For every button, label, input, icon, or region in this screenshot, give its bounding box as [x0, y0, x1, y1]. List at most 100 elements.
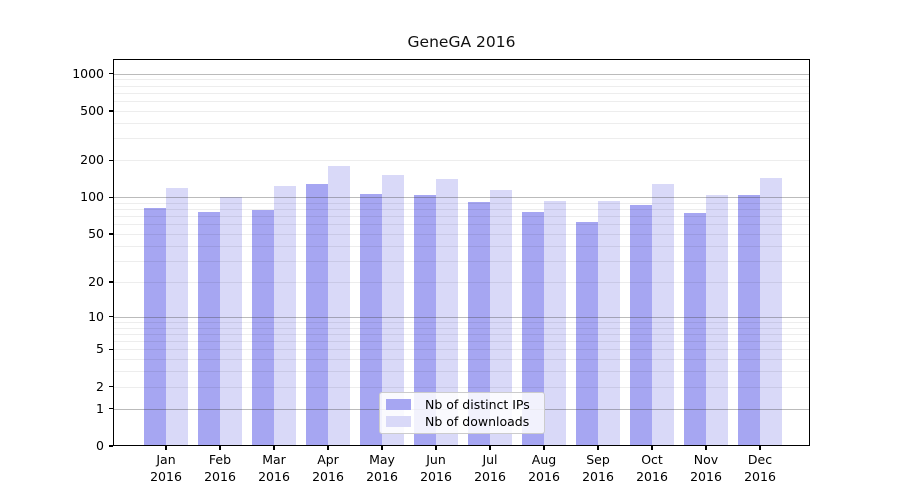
x-tick-label-dec: Dec 2016	[744, 452, 776, 484]
gridline-minor	[113, 110, 810, 112]
gridline-minor	[113, 92, 810, 94]
x-tick-label-mar: Mar 2016	[258, 452, 290, 484]
legend-label-downloads: Nb of downloads	[425, 414, 530, 429]
legend-row: Nb of downloads	[386, 414, 537, 429]
bar-downloads-oct	[652, 184, 674, 446]
bar-downloads-apr	[328, 166, 350, 446]
legend-row: Nb of distinct IPs	[386, 397, 537, 412]
bar-downloads-jan	[166, 188, 188, 446]
gridline-minor	[113, 281, 810, 283]
gridline-minor	[113, 371, 810, 373]
y-tick-label: 200	[80, 152, 104, 168]
y-tick-mark	[109, 316, 113, 318]
x-tick-mark	[489, 446, 491, 450]
y-tick-mark	[109, 72, 113, 75]
x-tick-mark	[273, 446, 275, 450]
x-tick-mark	[759, 446, 761, 450]
bar-downloads-jun	[436, 179, 458, 446]
chart-title: GeneGA 2016	[407, 33, 516, 51]
y-tick-label: 20	[88, 273, 104, 289]
x-tick-mark	[165, 446, 167, 450]
gridline-minor	[113, 349, 810, 351]
gridline-minor	[113, 359, 810, 361]
x-tick-label-jun: Jun 2016	[420, 452, 452, 484]
bar-distinct-ips-feb	[198, 211, 220, 446]
gridline-minor	[113, 101, 810, 103]
legend-label-distinct-ips: Nb of distinct IPs	[425, 397, 530, 412]
x-tick-label-may: May 2016	[366, 452, 398, 484]
y-tick-mark	[109, 233, 113, 235]
y-tick-label: 1000	[72, 65, 104, 81]
bar-distinct-ips-mar	[252, 209, 274, 446]
gridline-minor	[113, 85, 810, 87]
x-tick-mark	[435, 446, 437, 450]
legend: Nb of distinct IPs Nb of downloads	[379, 392, 545, 434]
x-tick-label-apr: Apr 2016	[312, 452, 344, 484]
gridline-minor	[113, 224, 810, 226]
gridline-minor	[113, 333, 810, 335]
gridline-minor	[113, 245, 810, 247]
gridline-major	[113, 73, 810, 75]
gridline-minor	[113, 234, 810, 236]
gridline-minor	[113, 79, 810, 81]
legend-swatch-downloads	[386, 416, 411, 427]
x-tick-mark	[381, 446, 383, 450]
y-tick-label: 50	[88, 226, 104, 242]
bar-distinct-ips-jul	[468, 201, 490, 446]
y-tick-mark	[109, 348, 113, 351]
gridline-minor	[113, 327, 810, 329]
x-tick-label-nov: Nov 2016	[690, 452, 722, 484]
y-tick-mark	[109, 386, 113, 388]
x-tick-mark	[543, 446, 545, 450]
gridline-minor	[113, 341, 810, 343]
bar-distinct-ips-jun	[414, 194, 436, 446]
gridline-minor	[113, 321, 810, 323]
x-tick-mark	[651, 446, 653, 450]
x-tick-label-jul: Jul 2016	[474, 452, 506, 484]
gridline-major	[113, 316, 810, 318]
bar-downloads-nov	[706, 194, 728, 446]
bar-distinct-ips-aug	[522, 211, 544, 446]
y-tick-label: 10	[88, 308, 104, 324]
y-tick-label: 1	[96, 400, 104, 416]
gridline-minor	[113, 209, 810, 211]
plot-area	[113, 59, 810, 446]
y-tick-mark	[109, 281, 113, 283]
bar-downloads-feb	[220, 196, 242, 446]
gridline-major	[113, 197, 810, 199]
y-tick-label: 5	[96, 341, 104, 357]
bar-downloads-dec	[760, 177, 782, 446]
x-tick-label-feb: Feb 2016	[204, 452, 236, 484]
gridline-minor	[113, 122, 810, 124]
bar-distinct-ips-apr	[306, 184, 328, 446]
bar-downloads-may	[382, 175, 404, 446]
y-tick-mark	[109, 110, 113, 112]
bar-distinct-ips-sep	[576, 221, 598, 446]
y-tick-label: 500	[80, 102, 104, 118]
x-tick-mark	[327, 446, 329, 450]
bar-distinct-ips-nov	[684, 213, 706, 446]
x-tick-label-aug: Aug 2016	[528, 452, 560, 484]
bar-downloads-mar	[274, 186, 296, 446]
grid-layer	[113, 59, 810, 446]
y-tick-label: 2	[96, 378, 104, 394]
gridline-minor	[113, 386, 810, 388]
x-tick-mark	[705, 446, 707, 450]
y-tick-mark	[109, 445, 113, 447]
x-tick-mark	[597, 446, 599, 450]
y-tick-mark	[109, 407, 113, 410]
gridline-minor	[113, 260, 810, 262]
x-tick-mark	[219, 446, 221, 450]
gridline-minor	[113, 216, 810, 218]
bar-distinct-ips-jan	[144, 208, 166, 446]
bar-distinct-ips-may	[360, 193, 382, 446]
x-tick-label-oct: Oct 2016	[636, 452, 668, 484]
y-tick-mark	[109, 159, 113, 161]
x-tick-label-sep: Sep 2016	[582, 452, 614, 484]
y-tick-label: 0	[96, 438, 104, 453]
bar-downloads-jul	[490, 189, 512, 446]
gridline-minor	[113, 160, 810, 162]
gridline-minor	[113, 202, 810, 204]
x-tick-label-jan: Jan 2016	[150, 452, 182, 484]
